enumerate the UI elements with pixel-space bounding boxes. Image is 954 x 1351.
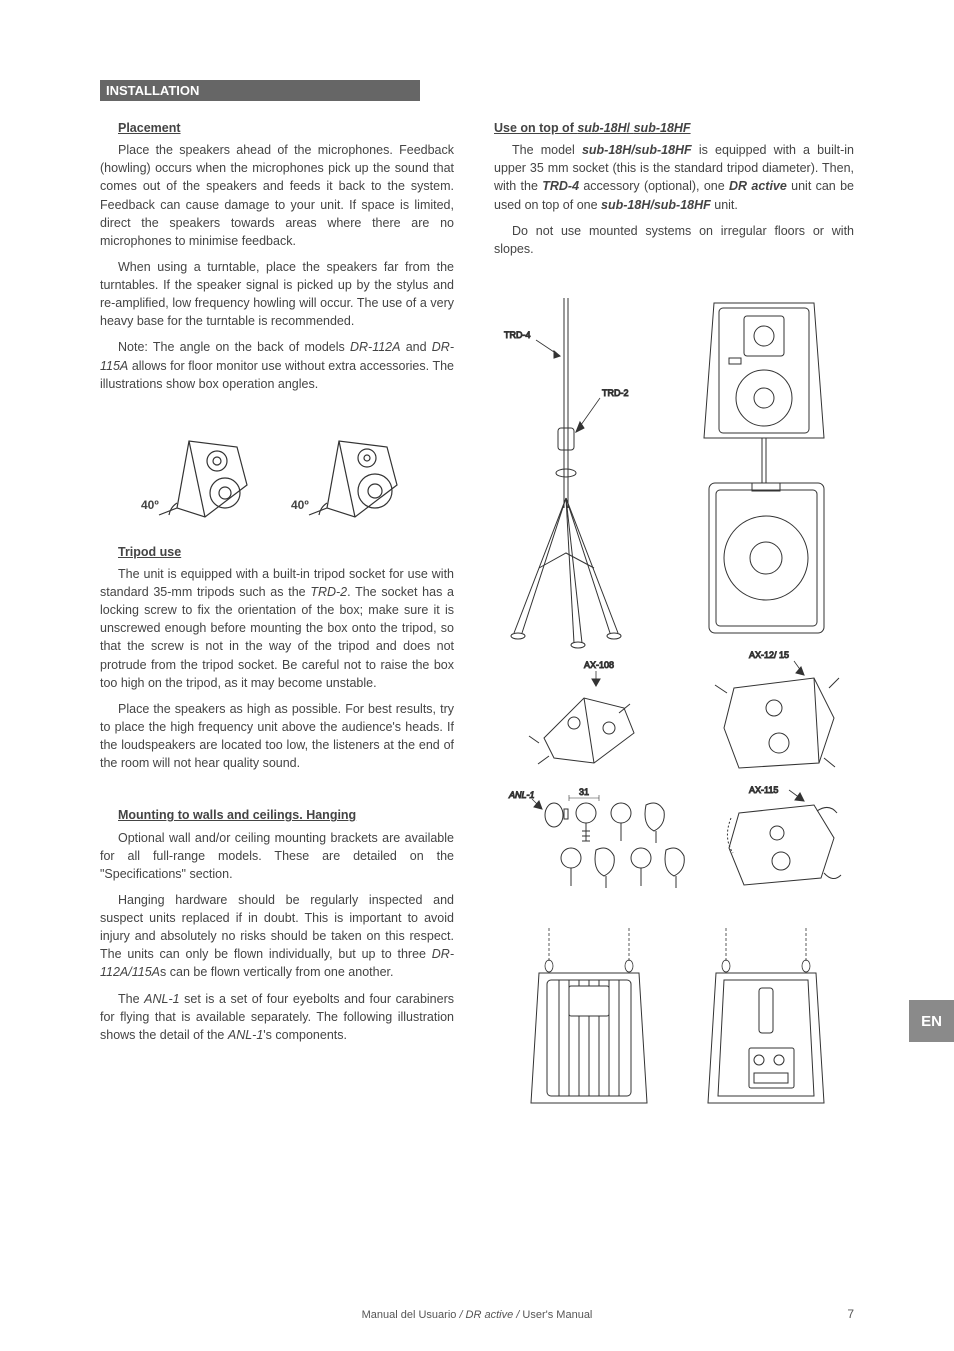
language-tab: EN [909,1000,954,1042]
footer: Manual del Usuario / DR active / User's … [0,1309,954,1321]
text: Hanging hardware should be regularly ins… [100,893,454,961]
text: / [627,121,634,135]
text: accessory (optional), one [579,179,729,193]
tripod-para-2: Place the speakers as high as possible. … [100,700,454,773]
model-ref: DR-112A [350,340,400,354]
text: allows for floor monitor use without ext… [100,359,454,391]
text: Place the speakers ahead of the micropho… [100,143,454,248]
model-ref: sub-18HF [634,121,691,135]
model-ref: sub-18H/sub-18HF [582,143,692,157]
footer-text-product: / DR active / [456,1309,522,1321]
speaker-angle-2: 40º [297,423,407,523]
angle-label: 40º [141,497,159,514]
ax115-label: AX-115 [749,785,778,795]
right-column: Use on top of sub-18H/ sub-18HF The mode… [494,111,854,1118]
use-para-2: Do not use mounted systems on irregular … [494,222,854,258]
text: Place the speakers as high as possible. … [100,702,454,770]
placement-para-1: Place the speakers ahead of the micropho… [100,141,454,250]
model-ref: sub-18H/sub-18HF [601,198,711,212]
mount-para-2: Hanging hardware should be regularly ins… [100,891,454,982]
mount-para-1: Optional wall and/or ceiling mounting br… [100,829,454,883]
placement-para-2: When using a turntable, place the speake… [100,258,454,331]
model-ref: TRD-2 [310,585,347,599]
text: Do not use mounted systems on irregular … [494,224,854,256]
use-on-top-heading: Use on top of sub-18H/ sub-18HF [494,119,854,137]
text: Use on top of [494,121,577,135]
ax108-label: AX-108 [584,660,614,670]
text: Note: The angle on the back of models [118,340,350,354]
section-header: INSTALLATION [100,80,420,101]
page-number: 7 [847,1307,854,1321]
two-column-layout: Placement Place the speakers ahead of th… [100,111,854,1118]
anl1-label: ANL-1 [508,790,535,800]
ax1215-bracket-icon: AX-12/ 15 [715,650,839,768]
text: The model [512,143,582,157]
model-ref: TRD-4 [542,179,579,193]
text: The [118,992,144,1006]
mounting-heading: Mounting to walls and ceilings. Hanging [100,806,454,824]
trd2-label: TRD-2 [602,388,629,398]
model-ref: ANL-1 [144,992,179,1006]
hanging-speaker-front-icon [531,928,647,1103]
ax115-bracket-icon: AX-115 [727,785,841,885]
footer-text-es: Manual del Usuario [362,1309,457,1321]
tripod-illustration: TRD-4 TRD-2 [504,298,629,648]
text: When using a turntable, place the speake… [100,260,454,328]
anl1-components-icon: ANL-1 31 [508,787,684,888]
tripod-para-1: The unit is equipped with a built-in tri… [100,565,454,692]
angle-figure: 40º 40º [100,423,454,523]
placement-para-3: Note: The angle on the back of models DR… [100,338,454,392]
angle-label: 40º [291,497,309,514]
mount-para-3: The ANL-1 set is a set of four eyebolts … [100,990,454,1044]
tripod-heading: Tripod use [100,543,454,561]
text: Optional wall and/or ceiling mounting br… [100,831,454,881]
speaker-angle-1: 40º [147,423,257,523]
text: unit. [711,198,738,212]
trd4-label: TRD-4 [504,330,531,340]
text: s can be flown vertically from one anoth… [160,965,393,979]
ax108-bracket-icon: AX-108 [529,660,634,764]
footer-text-en: User's Manual [522,1309,592,1321]
speaker-on-sub-illustration [704,303,824,633]
model-ref: ANL-1 [228,1028,263,1042]
model-ref: DR active [729,179,787,193]
text: and [400,340,431,354]
use-para-1: The model sub-18H/sub-18HF is equipped w… [494,141,854,214]
model-ref: sub-18H [577,121,626,135]
text: 's components. [263,1028,347,1042]
left-column: Placement Place the speakers ahead of th… [100,111,454,1118]
text: . The socket has a locking screw to fix … [100,585,454,690]
right-figures: TRD-4 TRD-2 [494,298,854,1118]
hanging-speaker-back-icon [708,928,824,1103]
dim-31: 31 [579,787,589,797]
ax1215-label: AX-12/ 15 [749,650,789,660]
placement-heading: Placement [100,119,454,137]
